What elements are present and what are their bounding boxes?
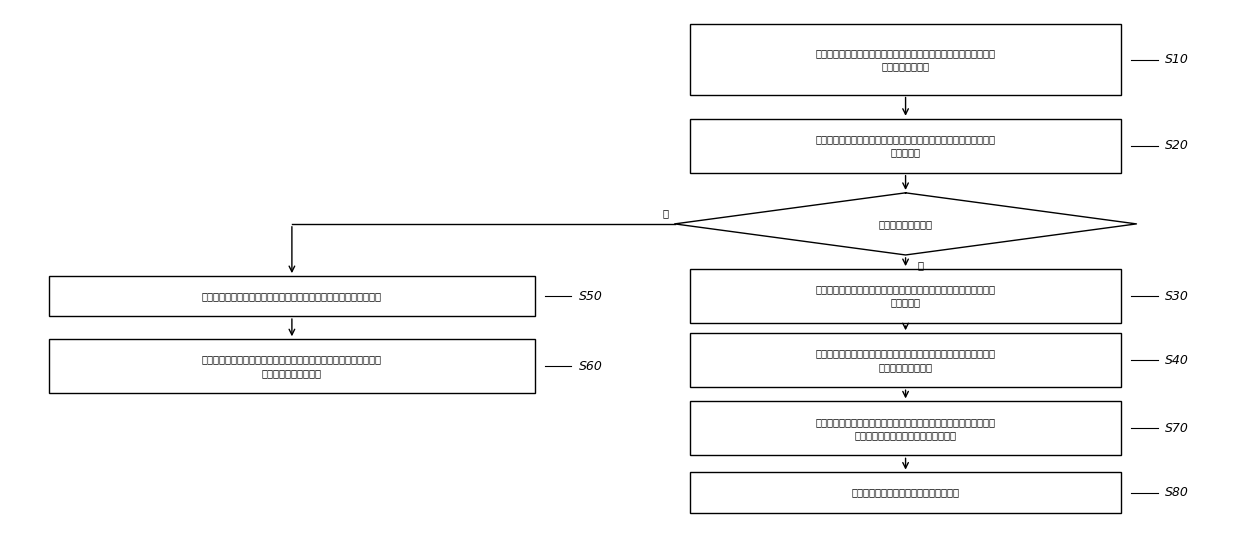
Text: S80: S80 (1166, 486, 1189, 499)
Text: 服务服务器根据所述安全带异常信息生成警示信息，将所述警示信息
发送至用户终端设备: 服务服务器根据所述安全带异常信息生成警示信息，将所述警示信息 发送至用户终端设备 (816, 349, 996, 372)
Text: S30: S30 (1166, 289, 1189, 302)
Text: 感知控制模块每隔预设的时间间隔获取每一个座位的座位图像、入座
信息及安全带信息: 感知控制模块每隔预设的时间间隔获取每一个座位的座位图像、入座 信息及安全带信息 (816, 48, 996, 71)
Text: 生成安全带正常信息，将所述安全带正常信息发送至所述服务服务器: 生成安全带正常信息，将所述安全带正常信息发送至所述服务服务器 (202, 291, 382, 301)
Bar (48, 276, 534, 316)
Bar (689, 24, 1121, 94)
Text: 服务服务器发送所述警示信息至所述车联网设备，所述车联网设备包
括传感网络通信服务器及感知控制模块: 服务服务器发送所述警示信息至所述车联网设备，所述车联网设备包 括传感网络通信服务… (816, 417, 996, 440)
Text: 感知控制模块根据所述警示信息发出警告: 感知控制模块根据所述警示信息发出警告 (852, 488, 960, 497)
Text: 是: 是 (662, 208, 668, 218)
Text: 服务服务器根据所述安全带正常信息生成确认信息，并将所述确认信
息发送至用户终端设备: 服务服务器根据所述安全带正常信息生成确认信息，并将所述确认信 息发送至用户终端设… (202, 355, 382, 378)
Text: 否: 否 (918, 260, 923, 270)
Polygon shape (675, 193, 1136, 255)
Text: S70: S70 (1166, 422, 1189, 435)
Bar (689, 472, 1121, 512)
Bar (689, 401, 1121, 455)
Text: S40: S40 (1166, 354, 1189, 367)
Text: 学生是否系好安全带: 学生是否系好安全带 (879, 219, 932, 229)
Text: S60: S60 (579, 360, 603, 373)
Bar (48, 339, 534, 393)
Bar (689, 333, 1121, 387)
Text: S20: S20 (1166, 139, 1189, 152)
Text: S50: S50 (579, 289, 603, 302)
Text: 传感网络通信服务器将所述座位图像、入座信息及安全带信息发送至
管理服务器: 传感网络通信服务器将所述座位图像、入座信息及安全带信息发送至 管理服务器 (816, 134, 996, 157)
Text: S10: S10 (1166, 53, 1189, 66)
Text: 管理服务器生成安全带异常信息，将所述安全带异常信息发送至所述
服务服务器: 管理服务器生成安全带异常信息，将所述安全带异常信息发送至所述 服务服务器 (816, 285, 996, 308)
Bar (689, 119, 1121, 173)
Bar (689, 269, 1121, 323)
